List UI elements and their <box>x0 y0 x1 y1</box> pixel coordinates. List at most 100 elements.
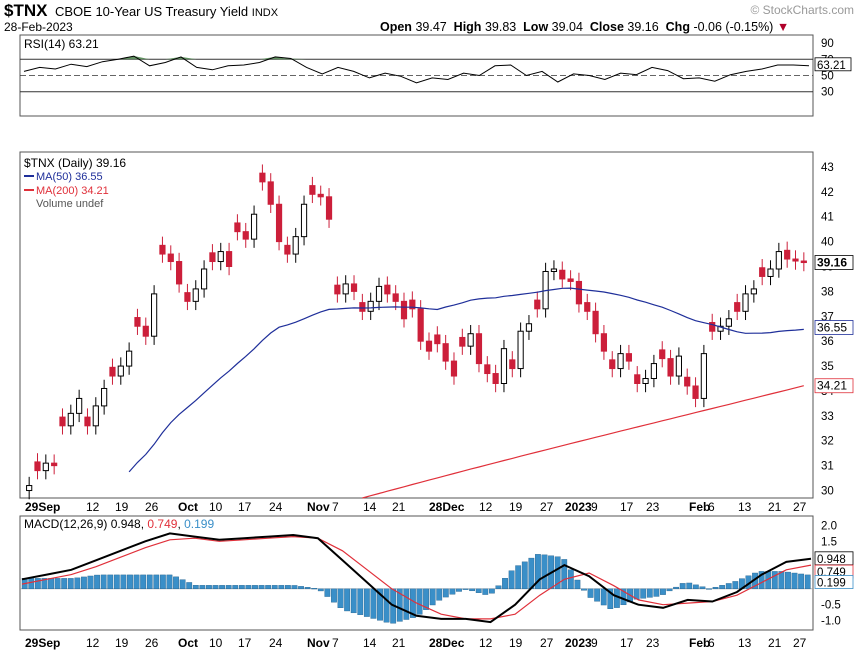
price-tick-label: 32 <box>821 436 834 448</box>
candle-body <box>200 268 208 290</box>
macd-histogram-bar <box>528 557 535 590</box>
rsi-tick-label: 90 <box>821 38 834 50</box>
date-axis-label-bottom: 12 <box>86 636 100 650</box>
macd-histogram-bar <box>699 586 706 590</box>
candle-body <box>142 325 149 337</box>
candle-body <box>792 258 799 262</box>
volume-legend-label: Volume undef <box>36 198 104 210</box>
macd-histogram-bar <box>252 585 258 590</box>
candle-body <box>509 359 516 370</box>
macd-histogram-bar <box>712 586 719 590</box>
quote-date: 28-Feb-2023 <box>4 20 73 34</box>
macd-histogram-bar <box>377 588 383 621</box>
macd-histogram-bar <box>567 569 574 590</box>
macd-histogram-bar <box>159 574 166 590</box>
macd-histogram-bar <box>344 588 351 612</box>
candle-body <box>525 323 533 332</box>
macd-panel-frame <box>19 515 814 631</box>
chg-value: -0.06 (-0.15%) <box>693 20 774 34</box>
date-axis-label-top: 27 <box>540 500 554 514</box>
macd-histogram-bar <box>508 570 515 590</box>
date-axis-label-bottom: 27 <box>540 636 554 650</box>
price-tick-label: 30 <box>821 486 834 498</box>
date-axis-label-bottom: 28Dec <box>429 636 465 650</box>
candle-body <box>342 283 349 295</box>
date-axis-label-bottom: 13 <box>738 636 752 650</box>
macd-histogram-bar <box>403 588 410 620</box>
date-axis-label-bottom: 23 <box>646 636 660 650</box>
candle-body <box>425 340 433 352</box>
candle-body <box>209 252 216 263</box>
price-value-tag-box <box>814 378 854 394</box>
macd-histogram-bar <box>613 588 620 608</box>
close-value: 39.16 <box>627 20 659 34</box>
macd-histogram-bar <box>34 578 41 590</box>
macd-histogram-bar <box>535 554 541 590</box>
date-axis-label-bottom: 7 <box>332 636 339 650</box>
macd-histogram-bar <box>245 585 252 590</box>
candle-body <box>634 374 641 384</box>
candle-body <box>700 353 707 399</box>
price-legend-title: $TNX (Daily) 39.16 <box>24 156 126 170</box>
candle-body <box>459 336 466 347</box>
macd-histogram-bar <box>798 573 805 590</box>
date-axis-label-top: 12 <box>86 500 100 514</box>
macd-histogram-bar <box>238 585 245 590</box>
date-axis-label-top: 9 <box>591 500 598 514</box>
candle-body <box>675 355 682 377</box>
macd-histogram-bar <box>212 585 219 590</box>
histogram-value: 0.199 <box>184 517 214 531</box>
macd-histogram-bar <box>146 574 153 590</box>
macd-histogram-bar <box>456 588 462 592</box>
macd-histogram-bar <box>304 587 311 590</box>
macd-histogram-bar <box>74 577 81 590</box>
candle-body <box>750 288 757 295</box>
macd-histogram-bar <box>686 582 693 590</box>
candle-body <box>242 231 249 240</box>
macd-histogram-bar <box>140 574 147 590</box>
price-tick-label: 42 <box>821 187 834 199</box>
macd-histogram-bar <box>423 588 429 610</box>
candle-body <box>350 283 358 292</box>
candle-body <box>117 365 124 377</box>
candle-body <box>92 405 99 427</box>
date-axis-label-bottom: 10 <box>209 636 223 650</box>
macd-histogram-bar <box>502 578 508 590</box>
macd-histogram-bar <box>429 588 436 606</box>
date-axis-label-bottom: 9 <box>591 636 598 650</box>
macd-histogram-bar <box>28 578 35 590</box>
macd-value: 0.948, <box>111 517 148 531</box>
candle-body <box>59 416 66 427</box>
candle-body <box>484 364 491 375</box>
macd-histogram-bar <box>719 585 726 590</box>
quote-line: Open 39.47 High 39.83 Low 39.04 Close 39… <box>380 20 789 34</box>
candle-body <box>109 366 116 377</box>
date-axis-label-top: Oct <box>178 500 198 514</box>
candle-body <box>717 325 724 332</box>
date-axis-label-bottom: 21 <box>392 636 406 650</box>
macd-value-tag-box <box>814 575 854 589</box>
price-tick-label: 38 <box>821 286 834 298</box>
macd-histogram-bar <box>61 578 68 590</box>
candle-body <box>584 302 591 312</box>
candle-body <box>317 193 324 198</box>
candle-body <box>334 284 341 295</box>
macd-histogram-bar <box>442 588 449 598</box>
price-panel-frame <box>19 151 814 499</box>
candle-body <box>575 280 583 305</box>
rsi-value-tag: 63.21 <box>817 60 846 72</box>
open-label: Open <box>380 20 412 34</box>
candle-body <box>359 302 366 312</box>
candle-body <box>592 310 599 335</box>
macd-histogram-bar <box>600 588 607 606</box>
candle-body <box>67 412 74 427</box>
macd-histogram-bar <box>488 588 495 594</box>
candle-body <box>567 278 574 282</box>
candle-body <box>375 285 383 302</box>
candle-body <box>42 462 49 472</box>
macd-histogram-bar <box>206 585 212 590</box>
macd-histogram-bar <box>791 572 798 590</box>
macd-histogram-bar <box>515 565 522 590</box>
macd-histogram-bar <box>653 588 660 597</box>
